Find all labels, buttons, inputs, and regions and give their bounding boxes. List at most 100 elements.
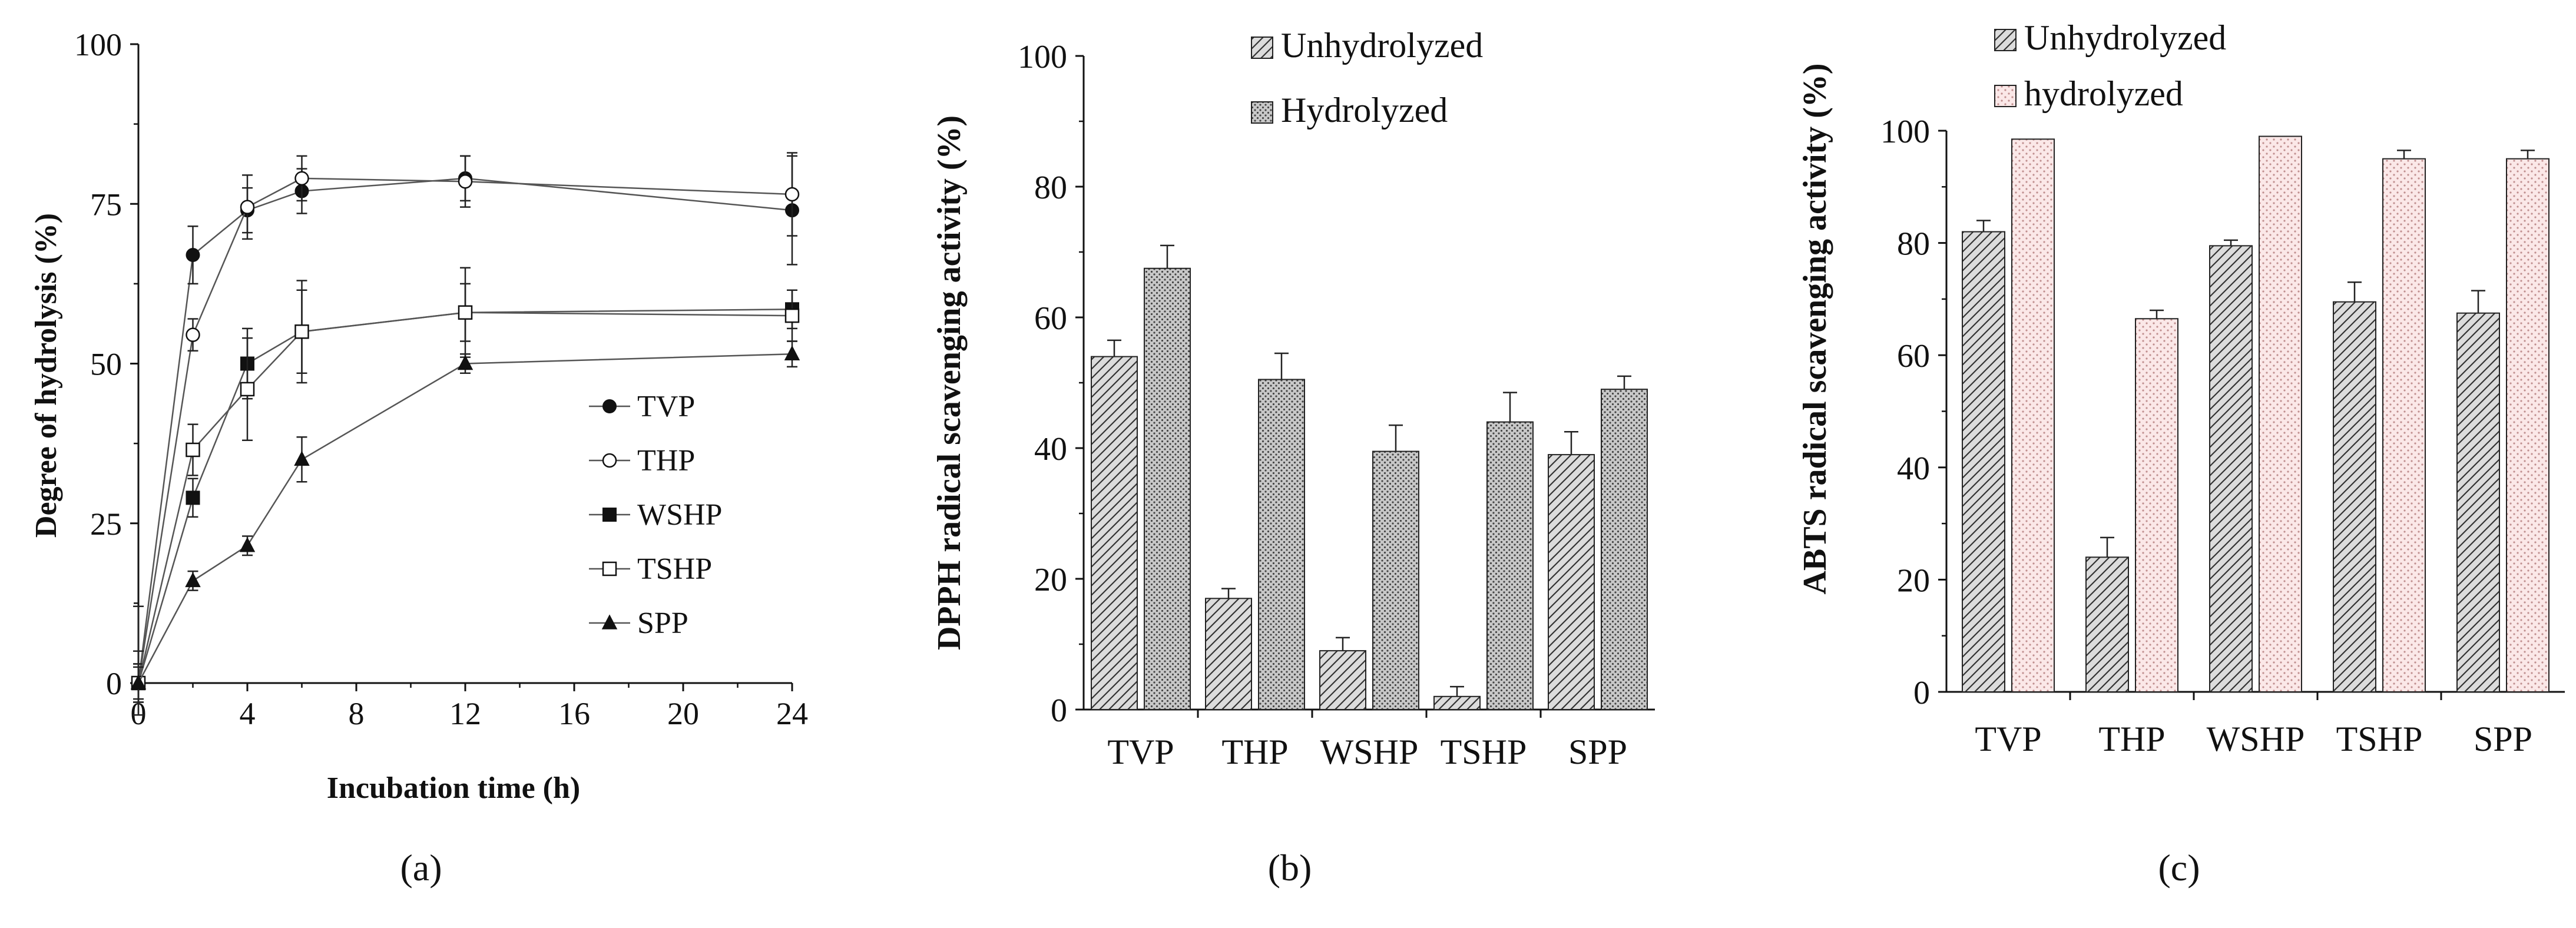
bar-hydrolyzed-tshp	[2382, 158, 2426, 692]
bar-hydrolyzed-wshp	[1372, 450, 1419, 710]
panel-b-dpph-bar-chart: 0 20 40 60 80 100 TVP THP WSHP TSHP SPP DPPH radica…	[931, 26, 1655, 889]
data-point-tshp	[458, 305, 473, 320]
data-point-spp	[130, 674, 147, 690]
bar-unhydrolyzed-tshp	[1433, 695, 1481, 711]
data-point-tvp	[186, 248, 200, 263]
series-line-thp	[137, 177, 793, 684]
legend-label-spp: SPP	[637, 606, 688, 640]
series-line-spp	[137, 353, 793, 684]
legend: TVP THP WSHP TSHP SPP	[589, 390, 722, 640]
y-tick-label: 20	[1897, 562, 1930, 599]
y-tick-label: 60	[1034, 300, 1067, 337]
legend-marker-spp	[601, 614, 618, 629]
category-label-spp: SPP	[1568, 733, 1627, 771]
bar-unhydrolyzed-thp	[2085, 556, 2129, 693]
legend-label-unhydrolyzed: Unhydrolyzed	[2024, 18, 2226, 57]
x-tick-label: 20	[667, 696, 699, 731]
bar-hydrolyzed-thp	[2135, 318, 2178, 692]
data-point-tshp	[240, 382, 255, 397]
bar-unhydrolyzed-spp	[1548, 454, 1595, 710]
legend-marker-tvp	[602, 399, 617, 413]
legend-label-wshp: WSHP	[637, 498, 722, 532]
y-tick-label: 50	[90, 347, 122, 382]
y-tick-label: 80	[1034, 170, 1067, 206]
category-label-wshp: WSHP	[2207, 720, 2305, 758]
category-label-tshp: TSHP	[2336, 720, 2423, 758]
category-label-thp: THP	[1221, 733, 1288, 771]
data-point-tshp	[784, 308, 800, 323]
legend-label-tshp: TSHP	[637, 552, 712, 586]
panel-label-b: (b)	[1268, 847, 1312, 889]
category-label-tvp: TVP	[1107, 733, 1174, 771]
bar-hydrolyzed-spp	[2506, 158, 2549, 692]
bar-unhydrolyzed-thp	[1205, 598, 1252, 710]
bar-unhydrolyzed-wshp	[1319, 650, 1366, 710]
y-axis-title: ABTS radical scavenging activity (%)	[1797, 63, 1833, 594]
data-point-spp	[457, 354, 474, 370]
bar-hydrolyzed-tshp	[1486, 421, 1534, 710]
category-label-tvp: TVP	[1975, 720, 2041, 758]
x-tick-label: 8	[349, 696, 365, 731]
bar-hydrolyzed-tvp	[1144, 267, 1191, 710]
data-point-thp	[240, 200, 255, 214]
x-tick-label: 12	[449, 696, 481, 731]
legend-swatch-hydrolyzed	[1994, 85, 2017, 107]
legend-label-hydrolyzed: hydrolyzed	[2024, 74, 2183, 113]
legend-marker-thp	[602, 453, 617, 468]
series-thp	[131, 152, 800, 703]
series-line-wshp	[137, 309, 793, 684]
category-label-spp: SPP	[2474, 720, 2532, 758]
y-tick-label: 0	[1913, 675, 1930, 711]
series-tvp	[131, 155, 799, 703]
bar-hydrolyzed-tvp	[2011, 138, 2055, 693]
legend-marker-tshp	[602, 561, 617, 576]
x-tick-label: 24	[776, 696, 808, 731]
y-tick-label: 40	[1034, 431, 1067, 468]
x-axis-title: Incubation time (h)	[327, 771, 580, 805]
series-tshp	[131, 280, 800, 716]
data-point-thp	[294, 171, 309, 186]
category-label-thp: THP	[2098, 720, 2165, 758]
data-point-spp	[294, 450, 310, 466]
panel-label-c: (c)	[2158, 847, 2200, 889]
y-tick-label: 0	[106, 666, 122, 701]
bar-unhydrolyzed-tvp	[1091, 356, 1138, 710]
legend-marker-wshp	[602, 508, 617, 522]
legend-swatch-unhydrolyzed	[1251, 37, 1273, 59]
y-tick-label: 0	[1051, 692, 1067, 729]
x-tick-label: 4	[240, 696, 256, 731]
legend-label-tvp: TVP	[637, 390, 695, 423]
data-point-tshp	[294, 324, 309, 339]
legend: Unhydrolyzed Hydrolyzed	[1251, 26, 1483, 130]
x-tick-label: 16	[558, 696, 590, 731]
legend-label-thp: THP	[637, 444, 695, 478]
bar-unhydrolyzed-wshp	[2209, 245, 2253, 692]
legend: Unhydrolyzed hydrolyzed	[1994, 18, 2226, 113]
bar-hydrolyzed-wshp	[2259, 135, 2302, 692]
y-axis-title: DPPH radical scavenging activity (%)	[931, 115, 968, 650]
y-tick-label: 25	[90, 506, 122, 542]
series-spp	[130, 340, 800, 700]
legend-swatch-unhydrolyzed	[1994, 29, 2017, 51]
category-label-tshp: TSHP	[1441, 733, 1527, 771]
y-tick-label: 100	[1018, 39, 1067, 75]
y-tick-label: 60	[1897, 338, 1930, 374]
legend-label-hydrolyzed: Hydrolyzed	[1281, 91, 1448, 130]
data-point-spp	[784, 345, 800, 360]
category-label-wshp: WSHP	[1320, 733, 1419, 771]
y-tick-label: 100	[74, 27, 122, 62]
y-tick-label: 40	[1897, 450, 1930, 487]
legend-swatch-hydrolyzed	[1251, 101, 1273, 124]
y-tick-label: 100	[1880, 114, 1930, 150]
panel-label-a: (a)	[400, 847, 442, 889]
data-point-thp	[186, 327, 200, 342]
y-tick-label: 75	[90, 187, 122, 222]
panel-c-abts-bar-chart: 0 20 40 60 80 100 TVP THP WSHP TSHP SPP ABTS radica…	[1797, 18, 2565, 889]
data-point-thp	[784, 187, 800, 202]
legend-label-unhydrolyzed: Unhydrolyzed	[1281, 26, 1483, 65]
data-point-wshp	[186, 490, 200, 505]
bar-unhydrolyzed-spp	[2456, 312, 2500, 692]
